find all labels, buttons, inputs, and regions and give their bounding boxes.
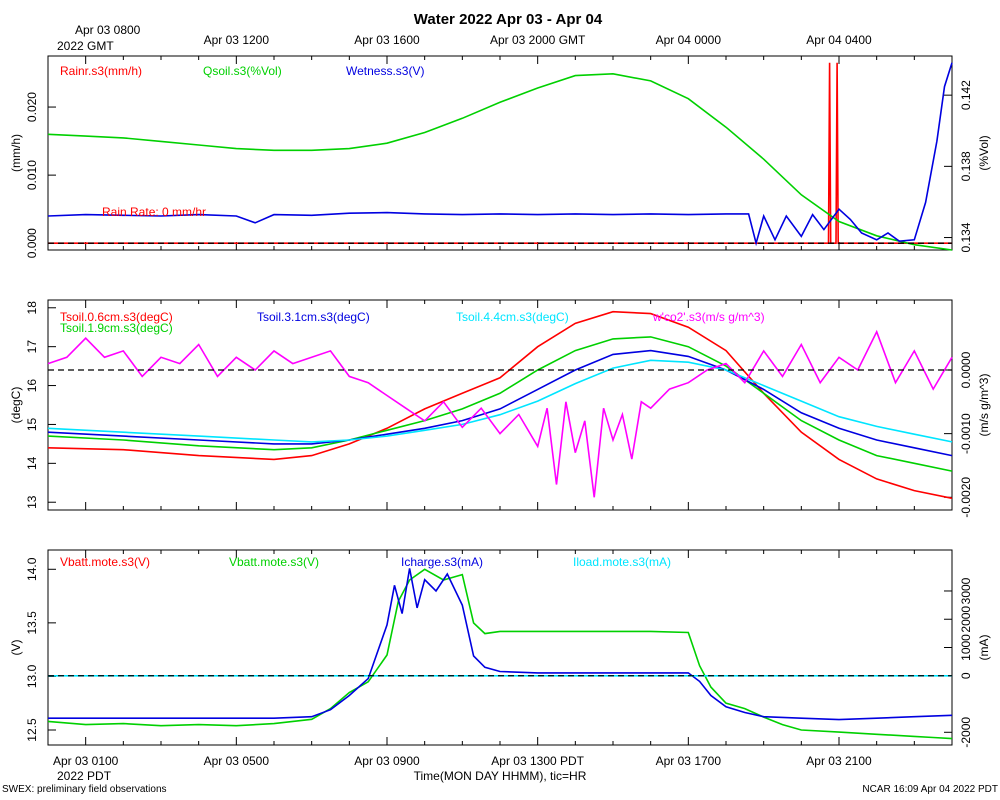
time-tick-label: Apr 03 0800: [75, 23, 141, 37]
series-line: [47, 329, 953, 498]
time-tick-label: Apr 03 0900: [354, 754, 420, 768]
footer-left: SWEX: preliminary field observations: [2, 784, 167, 795]
panel-water: 0.000 0.010 0.020(mm/h) 0.134 0.138 0.142 (%Vo…: [9, 55, 991, 258]
legend-entry: Qsoil.s3(%Vol): [203, 64, 282, 78]
y-tick-label: 13.5: [25, 611, 39, 635]
y-tick-label: 16: [25, 379, 39, 393]
panel-soil-temperature: 13 14 15 16 17 18 (degC) -0.0020 -0.0010 0.0000 (m…: [9, 299, 991, 518]
y-tick-label: 13: [25, 495, 39, 509]
y-tick-label: -0.0010: [959, 413, 973, 454]
time-tick-label: Apr 03 2000 GMT: [490, 33, 586, 47]
y-tick-label: -2000: [959, 717, 973, 748]
series-line: [47, 62, 953, 247]
time-tick-label: Apr 03 1600: [354, 33, 420, 47]
legend-entry: Vbatt.mote.s3(V): [60, 555, 150, 569]
chart-title: Water 2022 Apr 03 - Apr 04: [414, 11, 603, 28]
left-axis-label: (mm/h): [9, 134, 23, 172]
rain-rate-annotation: Rain Rate: 0 mm/hr: [102, 205, 206, 219]
y-tick-label: 0.0000: [959, 351, 973, 388]
series-line: [47, 310, 953, 500]
right-axis-label: (mA): [977, 635, 991, 661]
panel-frame: [47, 299, 953, 511]
y-tick-label: 0.000: [25, 228, 39, 258]
y-tick-label: 14.0: [25, 557, 39, 581]
y-tick-label: 3000: [959, 577, 973, 604]
time-tick-label: Apr 03 1200: [204, 33, 270, 47]
time-tick-label: Apr 03 1700: [656, 754, 722, 768]
x-axis-label: Time(MON DAY HHMM), tic=HR: [414, 769, 587, 783]
top-time-sublabel: 2022 GMT: [57, 39, 114, 53]
series-line: [48, 568, 953, 721]
legend-entry: Iload.mote.s3(mA): [573, 555, 671, 569]
y-tick-label: -0.0020: [959, 477, 973, 518]
y-tick-label: 0: [959, 672, 973, 679]
time-tick-label: Apr 03 0500: [204, 754, 270, 768]
time-tick-label: Apr 03 2100: [806, 754, 872, 768]
y-tick-label: 1000: [959, 634, 973, 661]
legend-entry: Tsoil.4.4cm.s3(degC): [456, 310, 569, 324]
y-tick-label: 0.010: [25, 160, 39, 190]
time-tick-label: Apr 03 1300 PDT: [491, 754, 584, 768]
right-axis-label: (%Vol): [977, 135, 991, 170]
right-axis-label: (m/s g/m^3): [977, 374, 991, 437]
series-line: [47, 349, 953, 457]
series-line: [47, 336, 953, 472]
legend-entry: Vbatt.mote.s3(V): [229, 555, 319, 569]
time-tick-label: Apr 03 0100: [53, 754, 119, 768]
y-tick-label: 0.138: [959, 151, 973, 181]
y-tick-label: 2000: [959, 606, 973, 633]
chart-layers: Apr 03 0100 Apr 03 0500 Apr 03 0900 Apr 03 …: [9, 23, 991, 768]
bottom-time-sublabel: 2022 PDT: [57, 769, 112, 783]
series-line: [47, 568, 953, 740]
y-tick-label: 13.0: [25, 664, 39, 688]
legend-entry: Tsoil.0.6cm.s3(degC): [60, 310, 173, 324]
y-tick-label: 15: [25, 417, 39, 431]
y-tick-label: 17: [25, 340, 39, 354]
y-tick-label: 0.134: [959, 222, 973, 252]
panel-frame: [47, 549, 953, 746]
legend-entry: Wetness.s3(V): [346, 64, 424, 78]
y-tick-label: 14: [25, 456, 39, 470]
legend-entry: Icharge.s3(mA): [401, 555, 483, 569]
y-tick-label: 0.020: [25, 92, 39, 122]
left-axis-label: (V): [9, 640, 23, 656]
series-line: [47, 359, 953, 443]
series-line: [47, 72, 953, 251]
footer-right: NCAR 16:09 Apr 04 2022 PDT: [862, 784, 998, 795]
y-tick-label: 12.5: [25, 718, 39, 742]
time-tick-label: Apr 04 0400: [806, 33, 872, 47]
legend-entry: Tsoil.1.9cm.s3(degC): [60, 321, 173, 335]
legend-entry: w'co2'.s3(m/s g/m^3): [652, 310, 765, 324]
time-tick-label: Apr 04 0000: [656, 33, 722, 47]
y-tick-label: 0.142: [959, 80, 973, 110]
legend-entry: Tsoil.3.1cm.s3(degC): [257, 310, 370, 324]
y-tick-label: 18: [25, 301, 39, 315]
left-axis-label: (degC): [9, 387, 23, 424]
legend-entry: Rainr.s3(mm/h): [60, 64, 142, 78]
